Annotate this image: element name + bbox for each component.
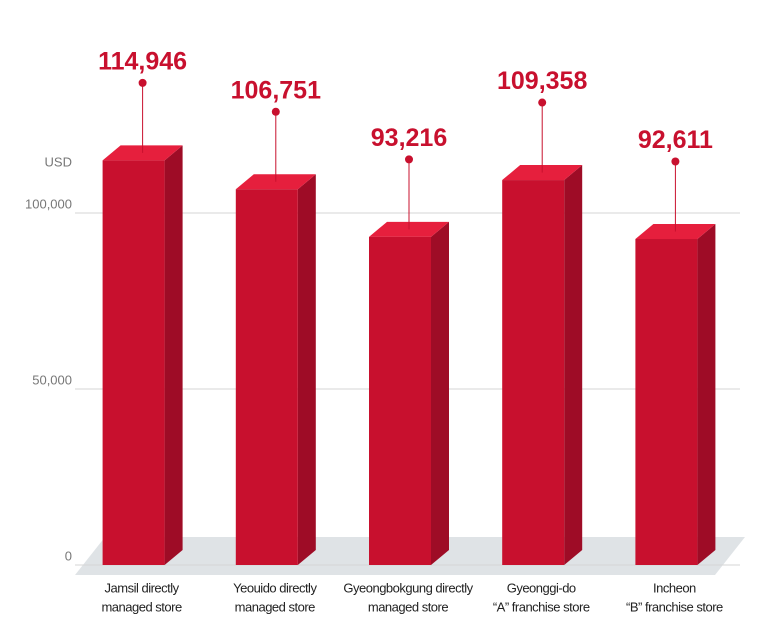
bar-side [564,165,583,565]
y-tick-label: 0 [65,548,72,563]
value-label: 114,946 [98,47,187,75]
bar-side [297,174,316,565]
pin-dot [405,155,413,164]
bar [235,189,298,565]
bar-side [431,221,449,565]
bar-side [697,224,716,565]
x-tick-label: Gyeonggi-do [507,580,576,595]
value-label: 109,358 [497,67,587,95]
x-tick-label: Incheon [653,580,696,595]
bar [369,236,431,565]
x-tick-label: “B” franchise store [626,599,723,614]
x-tick-label: “A” franchise store [493,599,590,614]
x-tick-label: Jamsil directly [105,580,180,595]
x-tick-label: Gyeongbokgung directly [343,580,473,595]
bar-side [164,145,183,565]
bar [635,239,698,565]
pin-dot [671,157,680,166]
bar [102,160,165,565]
value-label: 106,751 [231,76,321,104]
y-axis-unit: USD [45,154,72,169]
pin-dot [538,98,547,107]
y-tick-label: 50,000 [32,372,72,387]
y-tick-label: 100,000 [25,196,72,211]
bar [502,180,565,565]
x-tick-label: managed store [368,599,448,614]
value-label: 93,216 [371,124,447,152]
x-tick-label: Yeouido directly [233,580,317,595]
x-tick-label: managed store [101,599,181,614]
pin-dot [138,78,147,87]
pin-dot [271,107,280,116]
x-tick-label: managed store [235,599,315,614]
value-label: 92,611 [638,126,713,154]
